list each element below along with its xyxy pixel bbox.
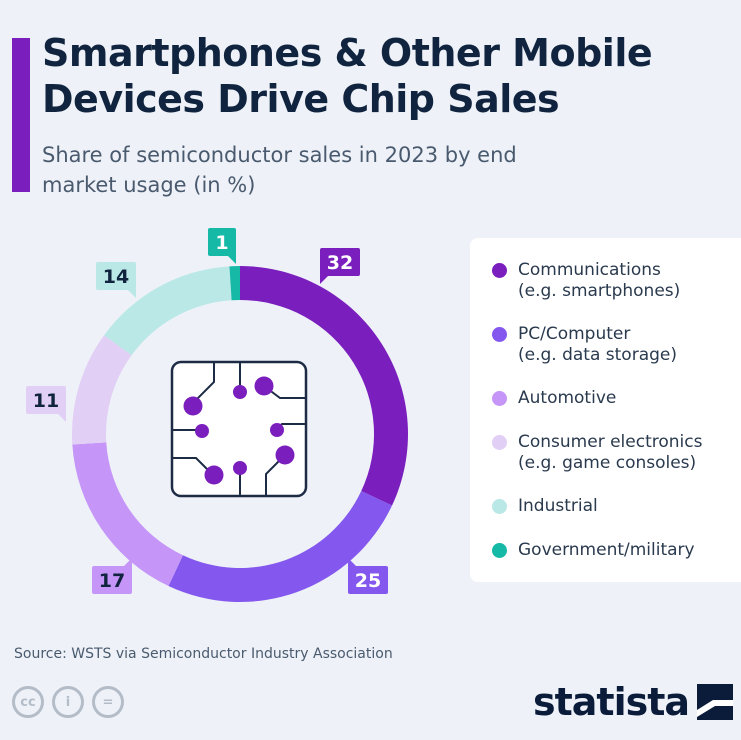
slice-industrial	[104, 266, 232, 356]
brand-name: statista	[533, 680, 690, 724]
legend-label: Communications (e.g. smartphones)	[518, 260, 680, 302]
accent-bar	[12, 38, 30, 192]
slice-government-military	[229, 266, 240, 301]
data-label-value: 1	[215, 232, 228, 254]
legend-label-line: PC/Computer	[518, 324, 631, 344]
no-derivatives-icon[interactable]: =	[92, 686, 124, 718]
legend-label: Industrial	[518, 496, 598, 517]
data-label-government-military: 1	[208, 228, 236, 264]
data-label-value: 11	[33, 390, 59, 412]
legend-label-detail: (e.g. data storage)	[518, 345, 678, 365]
legend-label: Government/military	[518, 540, 695, 561]
data-label-pc-computer: 25	[348, 558, 388, 594]
legend-item: Industrial	[492, 496, 598, 517]
legend-label-detail: (e.g. game consoles)	[518, 453, 697, 473]
legend-label: Consumer electronics (e.g. game consoles)	[518, 432, 702, 474]
legend-swatch	[492, 435, 507, 450]
chart-title: Smartphones & Other Mobile Devices Drive…	[42, 31, 653, 121]
data-label-automotive: 17	[92, 558, 132, 594]
data-label-value: 32	[327, 252, 353, 274]
attribution-icon[interactable]: i	[52, 686, 84, 718]
legend-label-line: Consumer electronics	[518, 432, 703, 452]
legend-item: PC/Computer (e.g. data storage)	[492, 324, 677, 366]
slice-consumer-electronics	[72, 335, 132, 445]
microchip-icon	[170, 360, 308, 498]
statista-mark-icon	[697, 684, 734, 720]
legend-label-line: Industrial	[518, 496, 598, 516]
chart-subtitle: Share of semiconductor sales in 2023 by …	[42, 143, 517, 197]
slice-communications	[240, 266, 408, 506]
data-label-value: 14	[103, 266, 129, 288]
legend-item: Automotive	[492, 388, 616, 409]
legend: Communications (e.g. smartphones) PC/Compu…	[470, 238, 741, 582]
data-label-value: 25	[355, 570, 381, 592]
legend-item: Consumer electronics (e.g. game consoles)	[492, 432, 702, 474]
source-note: Source: WSTS via Semiconductor Industry …	[14, 646, 393, 662]
legend-swatch	[492, 327, 507, 342]
legend-label: Automotive	[518, 388, 616, 409]
data-label-communications: 32	[320, 248, 360, 284]
legend-swatch	[492, 263, 507, 278]
statista-logo[interactable]: statista	[533, 680, 734, 724]
legend-swatch	[492, 499, 507, 514]
legend-label-line: Automotive	[518, 388, 617, 408]
legend-swatch	[492, 391, 507, 406]
legend-label: PC/Computer (e.g. data storage)	[518, 324, 677, 366]
legend-label-line: Communications	[518, 260, 661, 280]
slice-pc-computer	[168, 491, 393, 602]
legend-item: Government/military	[492, 540, 695, 561]
data-label-value: 17	[99, 570, 125, 592]
license-icons: cc i =	[12, 686, 124, 718]
legend-label-line: Government/military	[518, 540, 695, 560]
legend-item: Communications (e.g. smartphones)	[492, 260, 680, 302]
data-label-consumer-electronics: 11	[26, 386, 66, 422]
legend-swatch	[492, 543, 507, 558]
legend-label-detail: (e.g. smartphones)	[518, 281, 681, 301]
slice-automotive	[72, 442, 183, 587]
cc-icon[interactable]: cc	[12, 686, 44, 718]
data-label-industrial: 14	[96, 262, 136, 298]
